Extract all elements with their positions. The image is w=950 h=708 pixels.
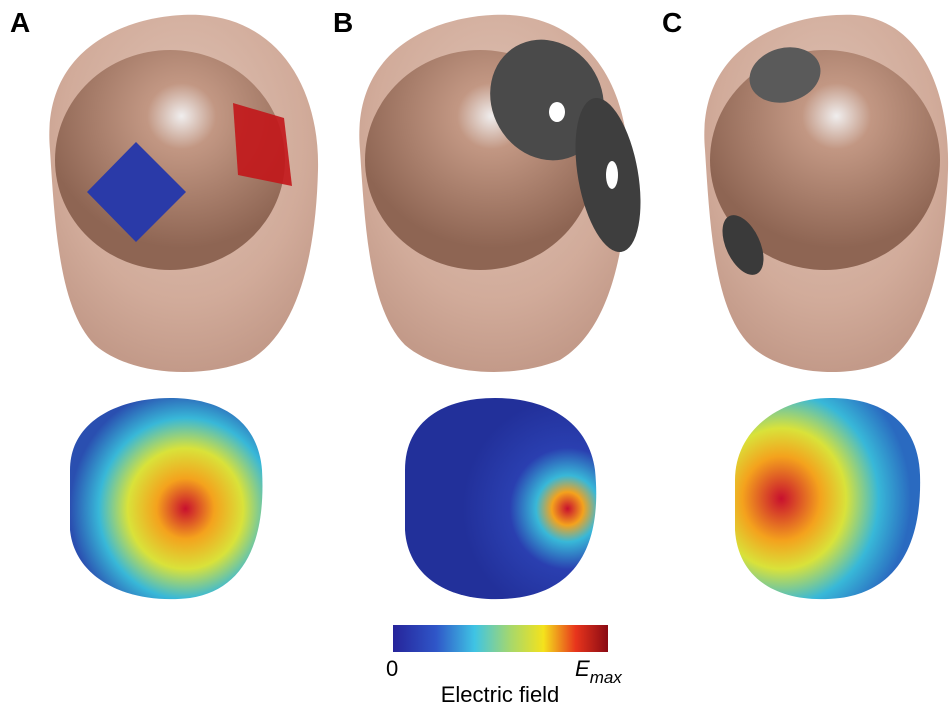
colorbar-min: 0 [386, 656, 398, 681]
figure: A B C 0 Emax Electric field [0, 0, 950, 708]
brain [405, 398, 596, 599]
panel-b: B [333, 7, 651, 599]
panel-label: C [662, 7, 682, 38]
colorbar-max-subscript: max [590, 668, 623, 687]
coil-hole [606, 161, 618, 189]
colorbar: 0 Emax Electric field [386, 625, 622, 707]
colorbar-max: Emax [575, 656, 622, 687]
brain [70, 398, 262, 599]
colorbar-gradient [393, 625, 608, 652]
brain [735, 398, 920, 599]
panel-c: C [662, 7, 948, 599]
panel-a: A [10, 7, 318, 599]
colorbar-title: Electric field [441, 682, 560, 707]
panel-label: A [10, 7, 30, 38]
panel-label: B [333, 7, 353, 38]
colorbar-max-label: E [575, 656, 590, 681]
coil-hole [549, 102, 565, 122]
